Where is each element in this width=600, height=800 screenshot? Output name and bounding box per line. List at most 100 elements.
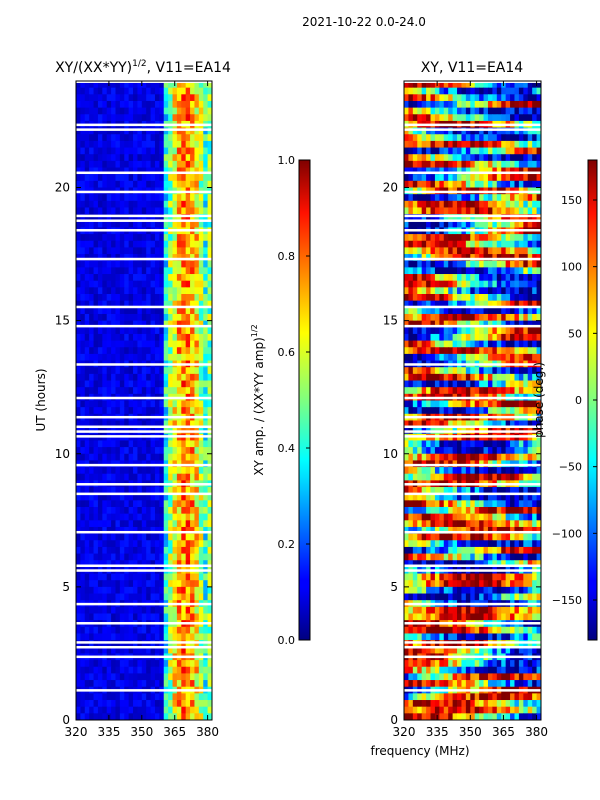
heatmap-cell [203,593,209,601]
heatmap-cell [501,447,507,455]
heatmap-cell [176,194,182,202]
heatmap-cell [111,307,116,315]
heatmap-cell [190,247,195,255]
heatmap-cell [185,440,191,448]
heatmap-cell [430,234,436,242]
heatmap-cell [168,646,174,654]
heatmap-cell [176,127,182,135]
heatmap-cell [80,613,86,621]
heatmap-cell [465,473,471,481]
heatmap-cell [203,526,209,535]
heatmap-cell [133,666,138,674]
heatmap-cell [80,114,86,122]
heatmap-cell [97,327,103,335]
heatmap-cell [430,473,436,481]
heatmap-cell [124,487,130,495]
heatmap-cell [190,507,195,515]
heatmap-cell [487,453,493,461]
heatmap-cell [510,407,515,415]
heatmap-cell [523,220,529,228]
heatmap-cell [141,560,147,568]
heatmap-cell [426,373,432,382]
heatmap-cell [181,700,187,708]
heatmap-cell [492,160,498,169]
heatmap-cell [505,100,511,109]
heatmap-cell [168,673,174,681]
heatmap-cell [168,174,174,182]
heatmap-cell [483,380,489,388]
heatmap-cell [102,127,108,135]
heatmap-cell [207,134,212,142]
heatmap-cell [457,387,462,395]
heatmap-cell [137,353,143,362]
heatmap-cell [128,100,134,109]
heatmap-cell [461,200,467,208]
heatmap-cell [510,154,515,162]
heatmap-cell [465,180,471,188]
amplitude-colorbar-ticks: 0.00.20.40.60.81.0 [278,154,310,647]
heatmap-cell [426,287,432,295]
heatmap-cell [111,540,116,548]
heatmap-cell [146,214,152,222]
heatmap-cell [207,160,212,169]
heatmap-cell [426,340,432,348]
heatmap-cell [168,526,174,535]
heatmap-cell [154,247,160,255]
heatmap-cell [119,553,125,561]
data-gap-row [76,622,212,625]
heatmap-cell [443,240,449,248]
heatmap-cell [181,706,187,714]
heatmap-cell [505,353,511,362]
heatmap-cell [501,267,507,275]
heatmap-cell [141,580,147,588]
heatmap-cell [412,280,418,288]
heatmap-cell [124,507,130,515]
heatmap-cell [150,194,156,202]
heatmap-cell [505,260,511,268]
heatmap-cell [93,640,99,648]
heatmap-cell [443,340,449,348]
heatmap-cell [133,507,138,515]
heatmap-cell [137,526,143,535]
heatmap-cell [159,646,165,654]
heatmap-cell [434,220,440,228]
heatmap-cell [106,140,112,149]
heatmap-cell [514,447,520,455]
heatmap-cell [128,107,134,115]
heatmap-cell [194,114,200,122]
heatmap-cell [496,247,502,255]
heatmap-cell [532,373,538,382]
heatmap-cell [146,240,152,248]
heatmap-cell [146,553,152,561]
heatmap-cell [124,307,130,315]
heatmap-cell [404,333,409,342]
heatmap-cell [163,140,169,149]
heatmap-cell [176,467,182,475]
heatmap-cell [97,400,103,408]
heatmap-cell [492,180,498,188]
heatmap-cell [128,646,134,654]
heatmap-cell [84,507,90,515]
heatmap-cell [470,247,476,255]
heatmap-cell [141,507,147,515]
heatmap-cell [198,247,204,255]
heatmap-cell [207,220,212,228]
heatmap-cell [159,420,165,428]
heatmap-cell [89,513,95,521]
heatmap-cell [194,646,200,654]
heatmap-cell [198,340,204,348]
heatmap-cell [106,493,112,501]
heatmap-cell [448,400,454,408]
heatmap-cell [514,94,520,102]
heatmap-cell [76,200,81,208]
heatmap-cell [176,680,182,688]
heatmap-cell [434,487,440,495]
heatmap-cell [430,287,436,295]
heatmap-cell [523,180,529,188]
heatmap-cell [106,160,112,169]
heatmap-cell [194,693,200,701]
heatmap-cell [536,247,541,255]
heatmap-cell [501,313,507,322]
heatmap-cell [417,400,423,408]
heatmap-cell [89,380,95,388]
